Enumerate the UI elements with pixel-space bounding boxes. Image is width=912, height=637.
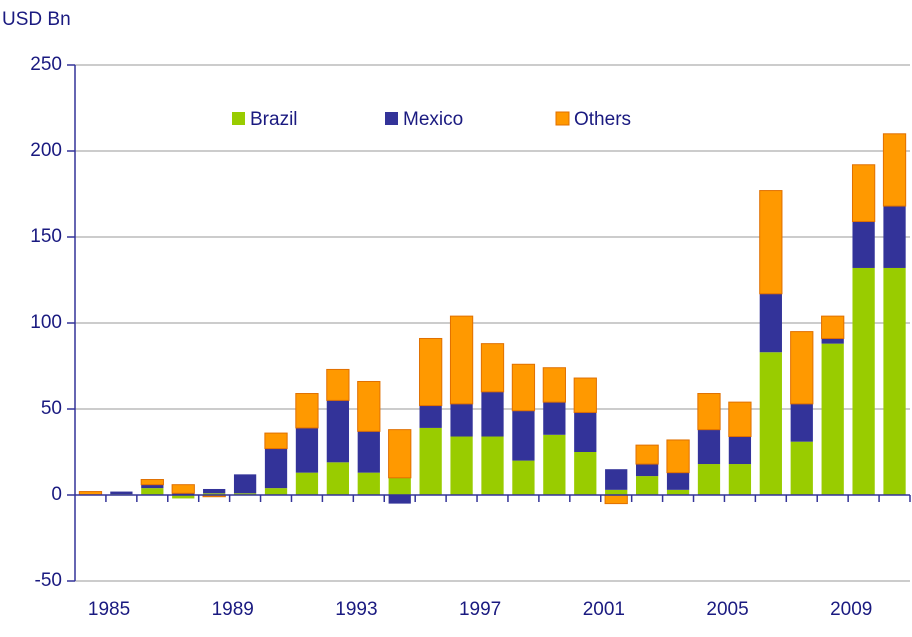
y-tick-label: 0 bbox=[51, 484, 62, 505]
bar bbox=[666, 439, 690, 474]
bar bbox=[666, 472, 690, 490]
bar bbox=[141, 484, 164, 489]
legend-label: Brazil bbox=[250, 109, 298, 130]
bar bbox=[697, 464, 721, 495]
bar bbox=[790, 331, 814, 405]
bar bbox=[480, 343, 505, 393]
bar bbox=[511, 363, 536, 412]
bar bbox=[110, 491, 133, 495]
x-tick-label: 2009 bbox=[830, 599, 872, 620]
x-tick-label: 1993 bbox=[335, 599, 377, 620]
legend-label: Others bbox=[574, 109, 631, 130]
bar bbox=[233, 474, 257, 494]
y-tick-label: 200 bbox=[30, 140, 62, 161]
bar bbox=[172, 493, 195, 495]
bar bbox=[883, 267, 906, 495]
bar bbox=[728, 436, 752, 465]
x-tick-label: 2005 bbox=[706, 599, 748, 620]
y-tick-label: 250 bbox=[30, 54, 62, 75]
bar bbox=[728, 401, 752, 438]
bar bbox=[666, 489, 690, 495]
bar bbox=[635, 476, 659, 495]
bar bbox=[141, 488, 164, 495]
legend-swatch bbox=[385, 112, 398, 125]
bar bbox=[450, 403, 473, 437]
bar bbox=[481, 436, 504, 495]
bar bbox=[264, 448, 288, 489]
bar bbox=[481, 391, 504, 437]
bar bbox=[388, 477, 411, 495]
bar bbox=[728, 464, 752, 495]
bar bbox=[543, 402, 566, 435]
y-tick-label: 100 bbox=[30, 312, 62, 333]
bar bbox=[574, 452, 597, 495]
legend-swatch bbox=[555, 111, 570, 126]
bar bbox=[573, 377, 597, 413]
bar bbox=[419, 405, 442, 428]
bar bbox=[264, 432, 288, 450]
bar bbox=[450, 436, 473, 495]
legend-label: Mexico bbox=[403, 109, 463, 130]
bar bbox=[605, 489, 628, 495]
x-tick-label: 1989 bbox=[212, 599, 254, 620]
bar bbox=[821, 315, 845, 339]
y-tick-label: 50 bbox=[41, 398, 62, 419]
bar bbox=[264, 488, 288, 495]
y-tick-label: -50 bbox=[35, 570, 62, 591]
bar bbox=[140, 479, 164, 486]
y-tick-label: 150 bbox=[30, 226, 62, 247]
bar bbox=[326, 462, 350, 495]
bar bbox=[295, 427, 319, 473]
x-tick-label: 2001 bbox=[583, 599, 625, 620]
bar bbox=[295, 472, 319, 495]
bar bbox=[203, 488, 226, 494]
bar bbox=[759, 190, 783, 295]
x-tick-label: 1985 bbox=[88, 599, 130, 620]
bar bbox=[605, 469, 628, 490]
bar bbox=[233, 493, 257, 495]
bar bbox=[697, 429, 721, 465]
bar bbox=[295, 393, 319, 429]
bar bbox=[542, 367, 566, 403]
y-axis-label: USD Bn bbox=[2, 9, 71, 30]
bar bbox=[326, 368, 350, 401]
bar bbox=[821, 343, 844, 495]
x-tick-label: 1997 bbox=[459, 599, 501, 620]
bar bbox=[574, 412, 597, 452]
bar bbox=[449, 315, 474, 405]
bar bbox=[326, 400, 350, 463]
bar bbox=[419, 427, 442, 495]
bar bbox=[419, 337, 443, 407]
bar bbox=[512, 410, 535, 461]
bar bbox=[171, 484, 195, 494]
bar bbox=[821, 338, 844, 344]
bar bbox=[759, 352, 782, 495]
bar bbox=[357, 431, 380, 473]
legend-swatch bbox=[232, 112, 245, 125]
bar bbox=[388, 495, 411, 504]
bar bbox=[883, 206, 906, 268]
bar bbox=[357, 380, 381, 432]
bar bbox=[203, 493, 226, 495]
bar bbox=[852, 267, 875, 495]
bar bbox=[604, 494, 628, 505]
bar bbox=[759, 293, 782, 353]
bar bbox=[512, 460, 535, 495]
bar bbox=[882, 133, 907, 207]
bar bbox=[543, 434, 566, 495]
bar bbox=[790, 403, 813, 442]
bar bbox=[172, 495, 195, 499]
bar bbox=[790, 441, 813, 495]
bar bbox=[635, 444, 659, 465]
bar bbox=[697, 393, 721, 431]
bar bbox=[388, 429, 412, 479]
bar bbox=[357, 472, 380, 495]
bar bbox=[852, 221, 875, 268]
bar bbox=[635, 464, 659, 477]
bar bbox=[851, 164, 876, 223]
